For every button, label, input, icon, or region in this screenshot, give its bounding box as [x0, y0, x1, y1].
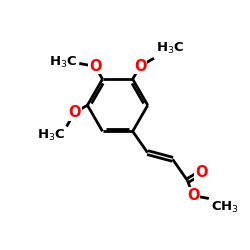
Text: O: O — [195, 165, 208, 180]
Text: CH$_3$: CH$_3$ — [211, 200, 239, 215]
Text: O: O — [89, 59, 101, 74]
Text: H$_3$C: H$_3$C — [37, 128, 65, 143]
Text: O: O — [134, 59, 146, 74]
Text: O: O — [187, 188, 199, 203]
Text: O: O — [68, 105, 81, 120]
Text: H$_3$C: H$_3$C — [156, 41, 184, 56]
Text: H$_3$C: H$_3$C — [49, 55, 77, 70]
